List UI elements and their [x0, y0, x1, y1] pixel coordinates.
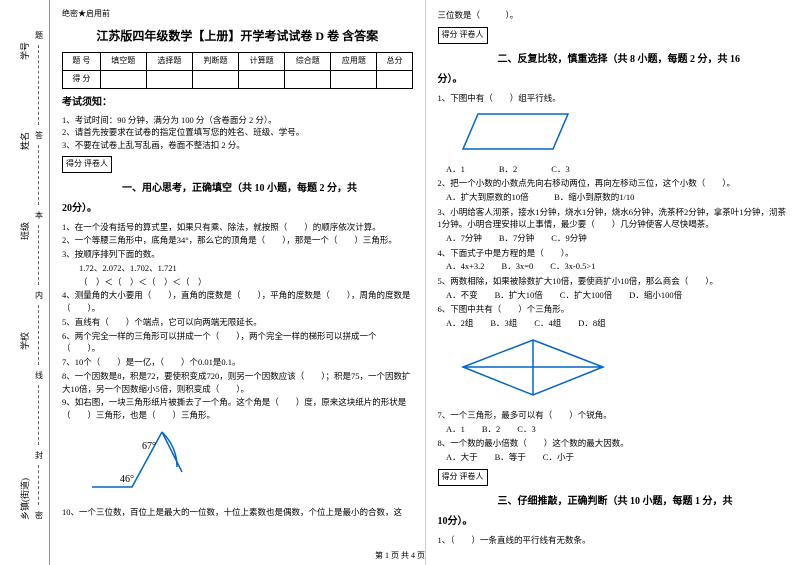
column-1: 绝密★启用前 江苏版四年级数学【上册】开学考试试卷 D 卷 含答案 题 号 填空… [50, 0, 426, 565]
q2-3-opts: A．7分钟 B．7分钟 C．9分钟 [446, 232, 788, 246]
binding-margin: 学号 姓名 班级 学校 乡镇(街道) 题 答 本 内 线 封 密 [0, 0, 50, 565]
margin-label-xingming: 姓名 [18, 132, 31, 150]
dash-text-5: 封 [35, 450, 43, 461]
dash-line [38, 465, 39, 505]
th-4: 计算题 [239, 52, 285, 70]
q1-2: 2、一个等腰三角形中，底角是34°，那么它的顶角是（ ），那是一个（ ）三角形。 [62, 234, 413, 247]
q1-5: 5、直线有（ ）个端点，它可以向两端无限延长。 [62, 316, 413, 329]
th-3: 判断题 [192, 52, 238, 70]
angle-46: 46° [120, 474, 134, 485]
parallelogram-figure [458, 109, 578, 154]
th-6: 应用题 [331, 52, 377, 70]
column-2: 三位数是（ ）。 得分 评卷人 二、反复比较，慎重选择（共 8 小题，每题 2 … [426, 0, 800, 565]
q1-10: 10、一个三位数，百位上是最大的一位数，十位上素数也是偶数，个位上是最小的合数，… [62, 506, 413, 519]
th-0: 题 号 [63, 52, 101, 70]
th-7: 总分 [377, 52, 412, 70]
q2-4-opts: A．4x+3.2 B．3x=0 C．3x-0.5>1 [446, 260, 788, 274]
table-row: 题 号 填空题 选择题 判断题 计算题 综合题 应用题 总分 [63, 52, 413, 70]
notice-3: 3、不要在试卷上乱写乱画，卷面不整洁扣 2 分。 [62, 139, 413, 152]
secret-label: 绝密★启用前 [62, 8, 413, 21]
q1-4: 4、测量角的大小要用（ ），直角的度数是（ ），平角的度数是（ ），周角的度数是… [62, 289, 413, 315]
th-5: 综合题 [285, 52, 331, 70]
score-table: 题 号 填空题 选择题 判断题 计算题 综合题 应用题 总分 得 分 [62, 52, 413, 89]
dash-line [38, 145, 39, 205]
section-2-cont: 分）。 [438, 72, 789, 88]
th-2: 选择题 [146, 52, 192, 70]
dash-text-6: 密 [35, 510, 43, 521]
q1-10-cont: 三位数是（ ）。 [438, 9, 789, 22]
section-3-cont: 10分）。 [438, 514, 789, 530]
q1-3b: （ ）＜（ ）＜（ ）＜（ ） [62, 276, 413, 289]
score-box-2: 得分 评卷人 [438, 27, 488, 44]
q1-9: 9、如右图，一块三角形纸片被撕去了一个角。这个角是（ ）度，原来这块纸片的形状是… [62, 396, 413, 422]
section-1-cont: 20分）。 [62, 201, 413, 217]
score-box-3: 得分 评卷人 [438, 469, 488, 486]
margin-label-banji: 班级 [18, 222, 31, 240]
dash-line [38, 305, 39, 365]
q2-6-opts: A．2组 B．3组 C．4组 D．8组 [446, 317, 788, 331]
q1-3: 3、按顺序排列下面的数。 [62, 248, 413, 261]
margin-label-xiangzhen: 乡镇(街道) [18, 478, 31, 520]
q2-3: 3、小明给客人沏茶，接水1分钟，烧水1分钟，烧水6分钟，洗茶杯2分钟，拿茶叶1分… [438, 206, 789, 232]
q3-1: 1、（ ）一条直线的平行线有无数条。 [438, 534, 789, 547]
q1-1: 1、在一个没有括号的算式里，如果只有乘、除法，就按照（ ）的顺序依次计算。 [62, 221, 413, 234]
dash-text-4: 线 [35, 370, 43, 381]
page-footer: 第 1 页 共 4 页 [0, 550, 800, 561]
section-2-title: 二、反复比较，慎重选择（共 8 小题，每题 2 分，共 16 [438, 52, 789, 68]
margin-label-xuexiao: 学校 [18, 332, 31, 350]
q2-7-opts: A．1 B．2 C．3 [446, 423, 788, 437]
dash-text-3: 内 [35, 290, 43, 301]
section-3-title: 三、仔细推敲，正确判断（共 10 小题，每题 1 分，共 [438, 494, 789, 510]
q1-3a: 1.72、2.072、1.702、1.721 [62, 262, 413, 275]
th-1: 填空题 [100, 52, 146, 70]
dash-line [38, 225, 39, 285]
q2-7: 7、一个三角形，最多可以有（ ）个锐角。 [438, 409, 789, 422]
q1-6: 6、两个完全一样的三角形可以拼成一个（ ），两个完全一样的梯形可以拼成一个（ ）… [62, 330, 413, 356]
q2-5: 5、两数相除，如果被除数扩大10倍，要使商扩小10倍，那么商会（ ）。 [438, 275, 789, 288]
angle-67: 67° [142, 441, 156, 452]
table-row: 得 分 [63, 70, 413, 88]
rhombus-figure [458, 335, 608, 400]
q2-8: 8、一个数的最小倍数（ ）这个数的最大因数。 [438, 437, 789, 450]
score-box-1: 得分 评卷人 [62, 156, 112, 173]
q1-8: 8、一个因数是8，积是72，要使积变成720，则另一个因数应该（ ）；积是75，… [62, 370, 413, 396]
q2-1-opts: A．1 B．2 C．3 [446, 163, 788, 177]
dash-line [38, 385, 39, 445]
q2-4: 4、下面式子中是方程的是（ ）。 [438, 247, 789, 260]
q2-2-opts: A．扩大到原数的10倍 B．缩小到原数的1/10 [446, 191, 788, 205]
dash-text-2: 本 [35, 210, 43, 221]
dash-line [38, 45, 39, 125]
triangle-figure: 67° 46° [82, 427, 192, 497]
dash-text-0: 题 [35, 30, 43, 41]
q2-8-opts: A．大于 B．等于 C．小于 [446, 451, 788, 465]
dash-text-1: 答 [35, 130, 43, 141]
notice-2: 2、请首先按要求在试卷的指定位置填写您的姓名、班级、学号。 [62, 126, 413, 139]
notice-1: 1、考试时间：90 分钟，满分为 100 分（含卷面分 2 分）。 [62, 114, 413, 127]
q2-2: 2、把一个小数的小数点先向右移动两位，再向左移动三位，这个小数（ ）。 [438, 177, 789, 190]
q2-5-opts: A．不变 B．扩大10倍 C．扩大100倍 D．缩小100倍 [446, 289, 788, 303]
q1-7: 7、10个（ ）是一亿，（ ）个0.01是0.1。 [62, 356, 413, 369]
exam-title: 江苏版四年级数学【上册】开学考试试卷 D 卷 含答案 [62, 27, 413, 46]
section-1-title: 一、用心思考，正确填空（共 10 小题，每题 2 分，共 [62, 181, 413, 197]
q2-6: 6、下图中共有（ ）个三角形。 [438, 303, 789, 316]
q2-1: 1、下图中有（ ）组平行线。 [438, 92, 789, 105]
notice-title: 考试须知： [62, 95, 413, 111]
td-score: 得 分 [63, 70, 101, 88]
margin-label-xuehao: 学号 [18, 42, 31, 60]
